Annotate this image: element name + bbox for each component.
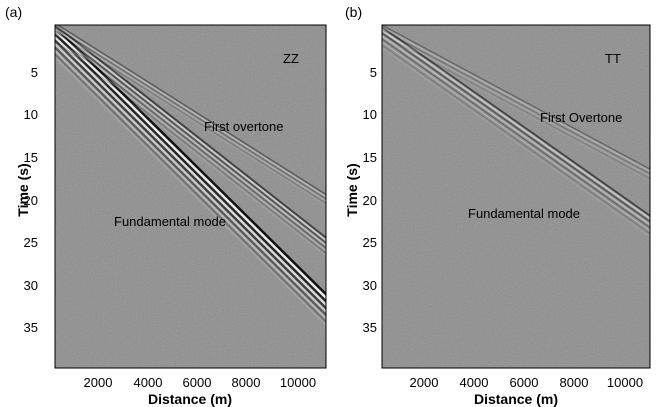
y-ticks-b: 5 10 15 20 25 30 35 bbox=[363, 65, 377, 335]
y-tick-label: 25 bbox=[363, 235, 377, 250]
x-axis-label-b: Distance (m) bbox=[474, 391, 558, 407]
panel-a: (a) 5 10 15 20 25 30 35 2000 4000 6000 8… bbox=[5, 4, 327, 407]
seismic-image-a bbox=[55, 25, 326, 368]
y-tick-label: 20 bbox=[24, 193, 38, 208]
wave-stripe bbox=[55, 25, 326, 296]
panel-label-a: (a) bbox=[5, 4, 22, 20]
y-tick-label: 20 bbox=[363, 193, 377, 208]
x-tick-label: 8000 bbox=[560, 375, 589, 390]
wave-stripe bbox=[382, 38, 650, 229]
y-axis-label-a: Time (s) bbox=[15, 163, 31, 216]
wave-stripe bbox=[55, 42, 326, 313]
x-tick-label: 4000 bbox=[134, 375, 163, 390]
panel-b: (b) 5 10 15 20 25 30 35 2000 4000 6000 8… bbox=[344, 4, 651, 407]
wave-trains-a bbox=[55, 25, 326, 326]
wave-stripe bbox=[382, 35, 650, 226]
wave-stripe bbox=[382, 47, 650, 238]
wave-stripe bbox=[382, 44, 650, 235]
component-label-b: TT bbox=[605, 51, 621, 66]
x-tick-label: 8000 bbox=[232, 375, 261, 390]
y-tick-label: 35 bbox=[24, 320, 38, 335]
y-tick-label: 15 bbox=[363, 150, 377, 165]
y-ticks-a: 5 10 15 20 25 30 35 bbox=[24, 65, 38, 335]
wave-stripe bbox=[55, 34, 326, 249]
wave-stripe bbox=[55, 39, 326, 310]
x-tick-label: 6000 bbox=[183, 375, 212, 390]
y-tick-label: 15 bbox=[24, 150, 38, 165]
plot-frame-a bbox=[54, 24, 327, 369]
component-label-a: ZZ bbox=[283, 51, 299, 66]
seismic-image-b bbox=[382, 25, 650, 368]
wave-stripe bbox=[382, 26, 650, 173]
wave-stripe bbox=[55, 32, 326, 303]
wave-stripe bbox=[382, 31, 650, 177]
x-ticks-a: 2000 4000 6000 8000 10000 bbox=[84, 375, 317, 390]
wave-stripe bbox=[382, 36, 650, 182]
y-tick-label: 25 bbox=[24, 235, 38, 250]
wave-stripe bbox=[382, 26, 650, 217]
wave-stripe bbox=[382, 29, 650, 175]
wave-stripe bbox=[55, 56, 326, 326]
plot-frame-b bbox=[381, 24, 651, 369]
wave-stripe bbox=[55, 53, 326, 323]
wave-stripe bbox=[55, 49, 326, 320]
wave-stripe bbox=[55, 29, 326, 244]
wave-stripe bbox=[382, 29, 650, 220]
wave-stripe bbox=[55, 33, 326, 206]
x-axis-label-a: Distance (m) bbox=[148, 391, 232, 407]
y-tick-label: 5 bbox=[31, 65, 38, 80]
wave-stripe bbox=[55, 26, 326, 200]
wave-stripe bbox=[55, 25, 326, 198]
annotation-first-overtone-b: First Overtone bbox=[540, 110, 622, 125]
x-tick-label: 10000 bbox=[280, 375, 316, 390]
x-tick-label: 6000 bbox=[510, 375, 539, 390]
wave-stripe bbox=[382, 32, 650, 223]
wave-stripe bbox=[55, 35, 326, 306]
y-axis-label-b: Time (s) bbox=[344, 163, 360, 216]
wave-stripe bbox=[382, 25, 650, 170]
wave-stripe bbox=[56, 25, 326, 196]
wave-stripe bbox=[382, 41, 650, 232]
wave-stripe bbox=[55, 29, 326, 202]
wave-stripe bbox=[55, 46, 326, 316]
wave-stripe bbox=[55, 26, 326, 242]
wave-stripe bbox=[55, 31, 326, 204]
y-tick-label: 30 bbox=[363, 278, 377, 293]
annotation-fundamental-mode-a: Fundamental mode bbox=[114, 214, 226, 229]
wave-stripe bbox=[55, 32, 326, 247]
annotation-fundamental-mode-b: Fundamental mode bbox=[468, 206, 580, 221]
y-tick-label: 5 bbox=[370, 65, 377, 80]
y-tick-label: 10 bbox=[363, 107, 377, 122]
wave-trains-b bbox=[382, 25, 650, 238]
x-tick-label: 10000 bbox=[607, 375, 643, 390]
y-tick-label: 10 bbox=[24, 107, 38, 122]
wave-stripe bbox=[55, 29, 326, 300]
wave-stripe bbox=[55, 37, 326, 252]
annotation-first-overtone-a: First overtone bbox=[204, 119, 283, 134]
x-tick-label: 2000 bbox=[84, 375, 113, 390]
panel-label-b: (b) bbox=[345, 4, 362, 20]
wave-stripe bbox=[55, 42, 326, 257]
wave-stripe bbox=[382, 34, 650, 180]
wave-stripe bbox=[55, 25, 326, 239]
x-tick-label: 2000 bbox=[410, 375, 439, 390]
y-tick-label: 30 bbox=[24, 278, 38, 293]
wave-stripe bbox=[55, 39, 326, 254]
y-tick-label: 35 bbox=[363, 320, 377, 335]
x-ticks-b: 2000 4000 6000 8000 10000 bbox=[410, 375, 644, 390]
x-tick-label: 4000 bbox=[460, 375, 489, 390]
